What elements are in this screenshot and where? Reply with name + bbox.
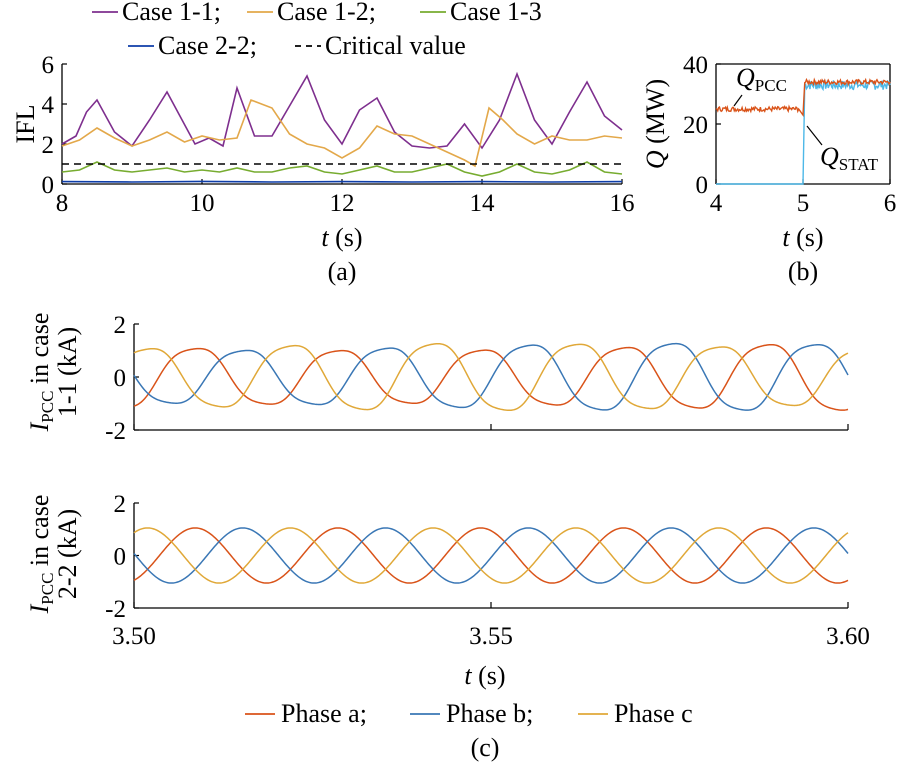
panel-a-series-line-2 [61, 161, 623, 177]
annotation-q-stat-leader [806, 125, 823, 146]
panel-c2-plot-area: 2 0 -23.50 3.55 3.60 [105, 491, 870, 650]
panel-b-ytick-label: 40 [683, 52, 708, 79]
panel-a-ytick-label: 6 [42, 52, 55, 79]
panel-c-legend: Phase a; Phase b; Phase c [245, 699, 693, 728]
panel-b-ylabel: Q (MW) [641, 79, 670, 169]
panel-a-xtick-label: 14 [470, 190, 496, 217]
panel-a-ifl-chart: Case 1-1; Case 1-2; Case 1-3 Case 2-2; Criti… [11, 0, 635, 286]
panel-a-xtick-label: 10 [190, 190, 215, 217]
panel-a-plot-area: 8 10 12 14 16 0 2 4 6 [42, 52, 635, 217]
panel-b-caption: (b) [788, 257, 818, 286]
panel-a-ytick-label: 0 [42, 172, 55, 199]
panel-c1-ytick-label: -2 [105, 418, 126, 445]
panel-a-legend: Case 1-1; Case 1-2; Case 1-3 Case 2-2; Criti… [92, 0, 542, 60]
panel-c-caption: (c) [471, 733, 500, 762]
panel-c1-ytick-label: 2 [114, 312, 127, 339]
panel-a-legend-label: Case 1-3 [450, 0, 542, 26]
panel-c1-ylabel-line2: 1-1 (kA) [53, 327, 82, 417]
panel-c-xlabel: t (s) [464, 661, 505, 690]
panel-a-legend-label: Critical value [325, 31, 466, 60]
panel-c-xtick-label: 3.50 [112, 623, 156, 650]
panel-a-legend-label: Case 2-2; [158, 31, 257, 60]
panel-c2-ylabel: IPCC in case [25, 495, 57, 615]
panel-c-xtick-label: 3.55 [469, 623, 513, 650]
panel-c2-phase-line-2 [133, 527, 849, 584]
q-pcc-line [715, 77, 891, 118]
panel-a-xtick-label: 16 [610, 190, 635, 217]
panel-c-legend-label: Phase b; [446, 699, 533, 728]
panel-c1-phase-line-0 [133, 343, 849, 411]
panel-c-legend-label: Phase a; [281, 699, 367, 728]
panel-c1-ytick-label: 0 [114, 365, 127, 392]
panel-a-xtick-label: 8 [56, 190, 69, 217]
panel-c2-phase-line-0 [133, 527, 849, 584]
panel-b-ytick-label: 0 [696, 172, 709, 199]
panel-b-plot-area: 4 5 6 0 20 40 [683, 52, 896, 217]
panel-c-legend-label: Phase c [614, 699, 693, 728]
panel-a-legend-label: Case 1-1; [122, 0, 221, 26]
panel-a-xlabel: t (s) [321, 223, 362, 252]
panel-c1-phase-line-2 [133, 342, 849, 412]
panel-a-ytick-label: 2 [42, 132, 55, 159]
panel-c-xtick-label: 3.60 [826, 623, 870, 650]
annotation-q-stat: QSTAT [820, 142, 879, 174]
panel-c2-ytick-label: 2 [114, 491, 127, 518]
panel-c1-phase-line-1 [133, 342, 849, 411]
panel-a-series-line-1 [61, 98, 623, 168]
panel-a-series-line-0 [61, 71, 623, 150]
panel-a-xtick-label: 12 [330, 190, 355, 217]
panel-c-current-waveforms: IPCC in case 1-1 (kA) 20-2 IPCC in case … [25, 312, 870, 762]
panel-b-ytick-label: 20 [683, 112, 708, 139]
panel-c2-ylabel-line2: 2-2 (kA) [53, 509, 82, 599]
annotation-q-pcc: QPCC [736, 63, 787, 95]
panel-b-xtick-label: 4 [710, 190, 723, 217]
panel-a-ytick-label: 4 [42, 92, 55, 119]
panel-a-series-line-3 [61, 180, 623, 183]
panel-c1-plot-area: 2 0 -2 [105, 312, 849, 445]
panel-c2-ytick-label: 0 [114, 544, 127, 571]
panel-c2-ytick-label: -2 [105, 596, 126, 623]
panel-a-legend-label: Case 1-2; [277, 0, 376, 26]
panel-b-xlabel: t (s) [782, 223, 823, 252]
panel-a-ylabel: IFL [11, 105, 40, 144]
panel-b-xtick-label: 5 [797, 190, 810, 217]
panel-a-caption: (a) [328, 257, 357, 286]
panel-b-reactive-power-chart: Q (MW) 4 5 6 0 20 40 QPCC QSTAT t (s) (b) [641, 52, 896, 286]
panel-c2-phase-line-1 [133, 527, 849, 584]
annotation-q-pcc-leader [733, 94, 743, 107]
panel-b-xtick-label: 6 [884, 190, 897, 217]
panel-c1-ylabel: IPCC in case [25, 313, 57, 433]
